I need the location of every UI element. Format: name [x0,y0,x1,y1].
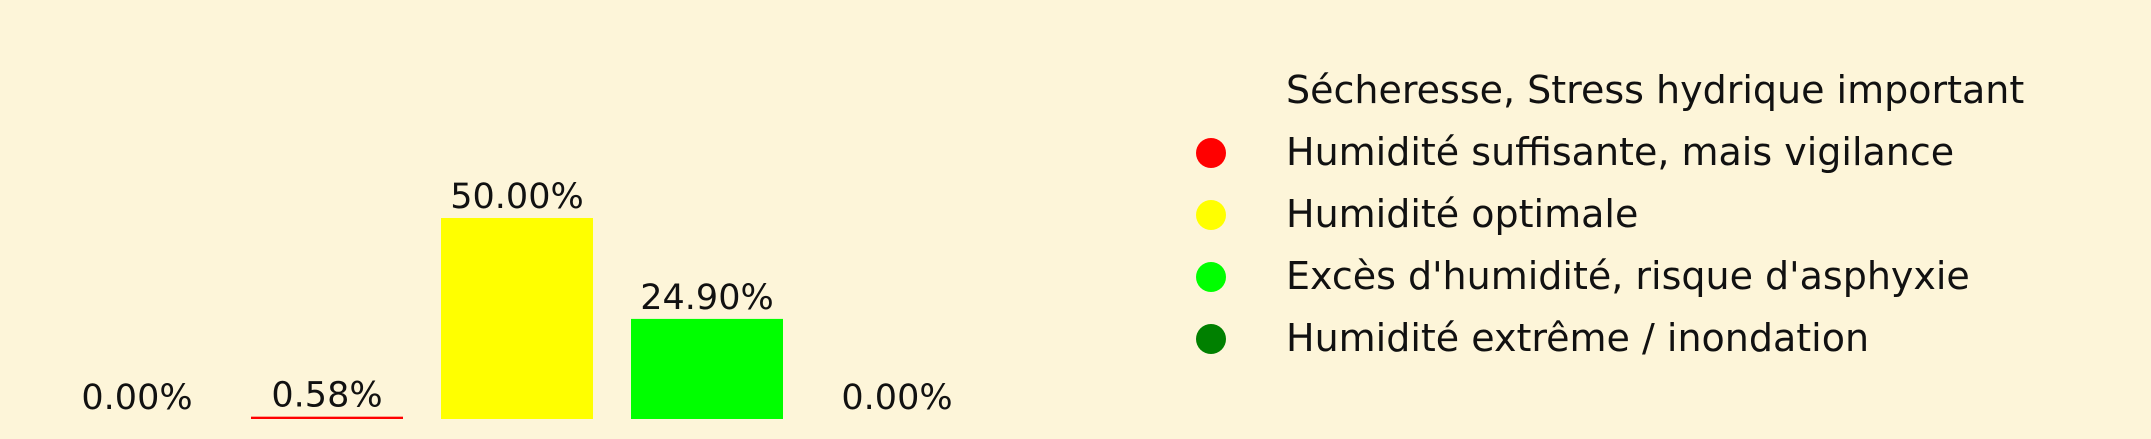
legend-label: Humidité optimale [1286,192,1638,236]
bar [251,416,403,419]
legend-label: Sécheresse, Stress hydrique important [1286,68,2024,112]
legend-label: Excès d'humidité, risque d'asphyxie [1286,254,1970,298]
legend-marker [1196,324,1226,354]
legend-label: Humidité suffisante, mais vigilance [1286,130,1954,174]
bar-value-label: 50.00% [450,177,583,217]
legend-marker [1196,76,1226,106]
legend-marker [1196,138,1226,168]
bar [631,318,783,419]
bar-value-label: 0.00% [841,378,952,418]
legend-marker [1196,200,1226,230]
bar [441,218,593,419]
legend: Sécheresse, Stress hydrique important Hum… [1196,68,2024,360]
bar-value-label: 0.00% [81,378,192,418]
legend-label: Humidité extrême / inondation [1286,316,1869,360]
bar-value-label: 24.90% [640,278,773,318]
bars-layer [251,218,783,419]
legend-marker [1196,262,1226,292]
bar-value-label: 0.58% [271,376,382,416]
value-labels-layer: 0.00% 0.58% 50.00% 24.90% 0.00% [81,177,952,418]
